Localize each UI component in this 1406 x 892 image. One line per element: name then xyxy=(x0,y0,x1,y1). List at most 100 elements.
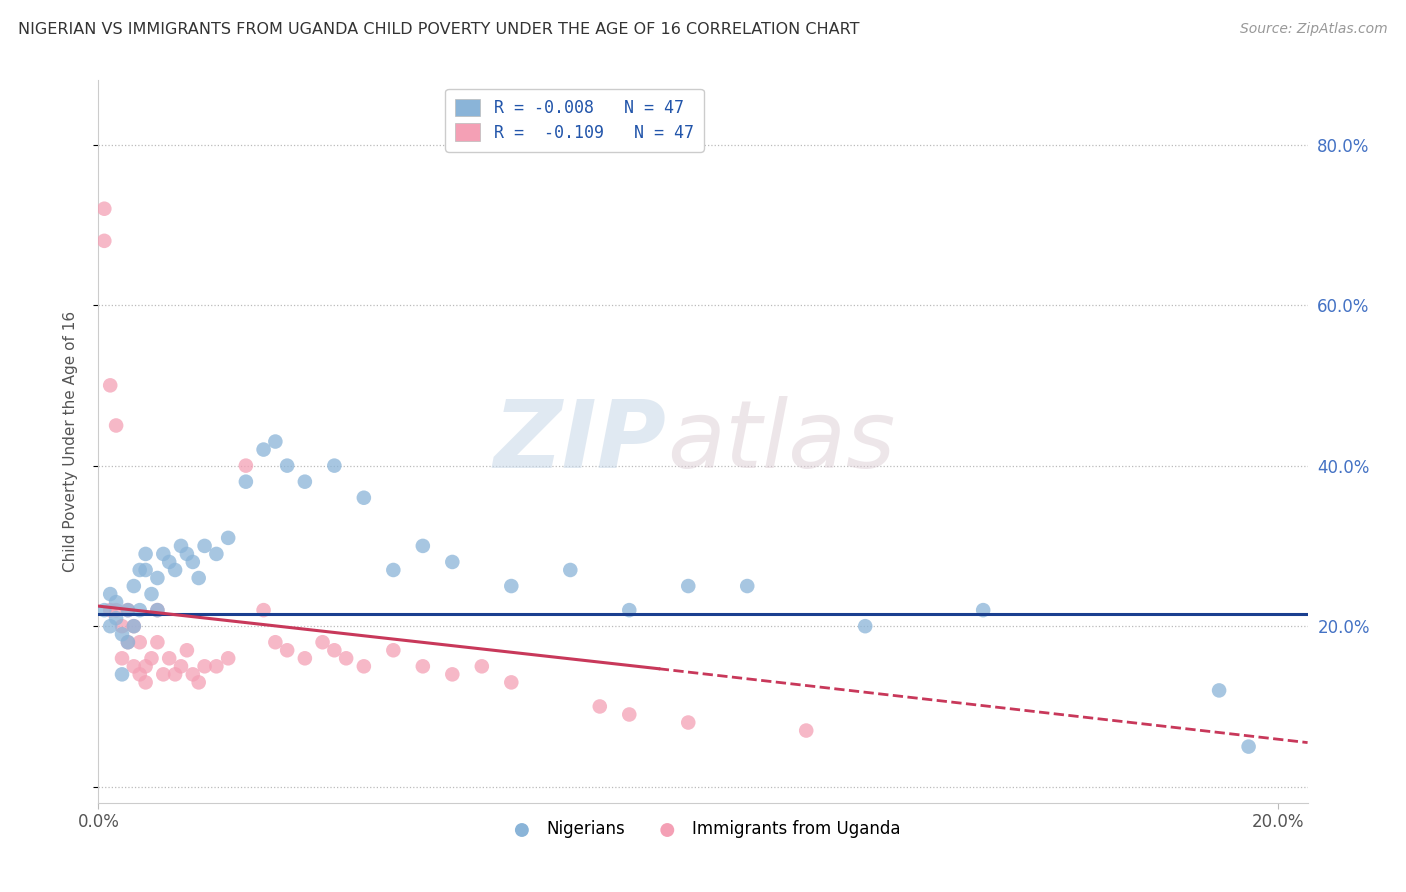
Point xyxy=(176,643,198,657)
Point xyxy=(117,603,139,617)
Point xyxy=(501,675,523,690)
Point xyxy=(353,659,375,673)
Point xyxy=(853,619,876,633)
Legend: Nigerians, Immigrants from Uganda: Nigerians, Immigrants from Uganda xyxy=(499,814,907,845)
Point xyxy=(205,547,228,561)
Point xyxy=(311,635,333,649)
Point xyxy=(152,547,174,561)
Point xyxy=(165,563,187,577)
Point xyxy=(117,603,139,617)
Point xyxy=(181,667,204,681)
Text: atlas: atlas xyxy=(666,396,896,487)
Point xyxy=(1208,683,1230,698)
Point xyxy=(93,603,115,617)
Point xyxy=(264,434,287,449)
Point xyxy=(619,707,641,722)
Point xyxy=(146,603,169,617)
Point xyxy=(135,563,157,577)
Point xyxy=(323,643,346,657)
Point xyxy=(323,458,346,473)
Point xyxy=(794,723,817,738)
Point xyxy=(1237,739,1260,754)
Point xyxy=(165,667,187,681)
Point xyxy=(678,715,700,730)
Point xyxy=(111,627,134,641)
Text: Source: ZipAtlas.com: Source: ZipAtlas.com xyxy=(1240,22,1388,37)
Point xyxy=(98,378,121,392)
Point xyxy=(382,563,405,577)
Point xyxy=(412,659,434,673)
Point xyxy=(98,587,121,601)
Point xyxy=(471,659,494,673)
Point xyxy=(217,531,239,545)
Point xyxy=(135,547,157,561)
Point xyxy=(105,611,128,625)
Point xyxy=(252,442,274,457)
Point xyxy=(217,651,239,665)
Point xyxy=(152,667,174,681)
Point xyxy=(276,643,298,657)
Point xyxy=(111,651,134,665)
Point xyxy=(353,491,375,505)
Point xyxy=(205,659,228,673)
Point xyxy=(252,603,274,617)
Point xyxy=(135,675,157,690)
Point xyxy=(619,603,641,617)
Point xyxy=(412,539,434,553)
Point xyxy=(194,659,217,673)
Point xyxy=(128,667,150,681)
Point xyxy=(972,603,994,617)
Point xyxy=(560,563,582,577)
Point xyxy=(735,579,758,593)
Point xyxy=(117,635,139,649)
Text: ZIP: ZIP xyxy=(494,395,666,488)
Point xyxy=(181,555,204,569)
Point xyxy=(105,603,128,617)
Point xyxy=(122,579,145,593)
Point xyxy=(93,234,115,248)
Point xyxy=(122,619,145,633)
Point xyxy=(194,539,217,553)
Point xyxy=(122,619,145,633)
Point xyxy=(146,635,169,649)
Point xyxy=(157,651,180,665)
Point xyxy=(128,635,150,649)
Point xyxy=(501,579,523,593)
Point xyxy=(146,571,169,585)
Point xyxy=(276,458,298,473)
Point xyxy=(146,603,169,617)
Point xyxy=(235,458,257,473)
Point xyxy=(170,539,193,553)
Point xyxy=(111,667,134,681)
Point xyxy=(135,659,157,673)
Point xyxy=(294,651,316,665)
Point xyxy=(187,571,209,585)
Point xyxy=(105,418,128,433)
Point xyxy=(170,659,193,673)
Point xyxy=(122,659,145,673)
Text: NIGERIAN VS IMMIGRANTS FROM UGANDA CHILD POVERTY UNDER THE AGE OF 16 CORRELATION: NIGERIAN VS IMMIGRANTS FROM UGANDA CHILD… xyxy=(18,22,860,37)
Point xyxy=(128,603,150,617)
Point xyxy=(441,667,464,681)
Point xyxy=(111,619,134,633)
Point xyxy=(235,475,257,489)
Point xyxy=(93,202,115,216)
Point xyxy=(335,651,357,665)
Point xyxy=(117,635,139,649)
Point xyxy=(98,619,121,633)
Point xyxy=(678,579,700,593)
Point xyxy=(105,595,128,609)
Point xyxy=(141,587,163,601)
Point xyxy=(187,675,209,690)
Point xyxy=(141,651,163,665)
Point xyxy=(589,699,612,714)
Point xyxy=(157,555,180,569)
Point xyxy=(98,603,121,617)
Point xyxy=(264,635,287,649)
Point xyxy=(441,555,464,569)
Point xyxy=(382,643,405,657)
Point xyxy=(176,547,198,561)
Point xyxy=(294,475,316,489)
Point xyxy=(128,563,150,577)
Y-axis label: Child Poverty Under the Age of 16: Child Poverty Under the Age of 16 xyxy=(63,311,77,572)
